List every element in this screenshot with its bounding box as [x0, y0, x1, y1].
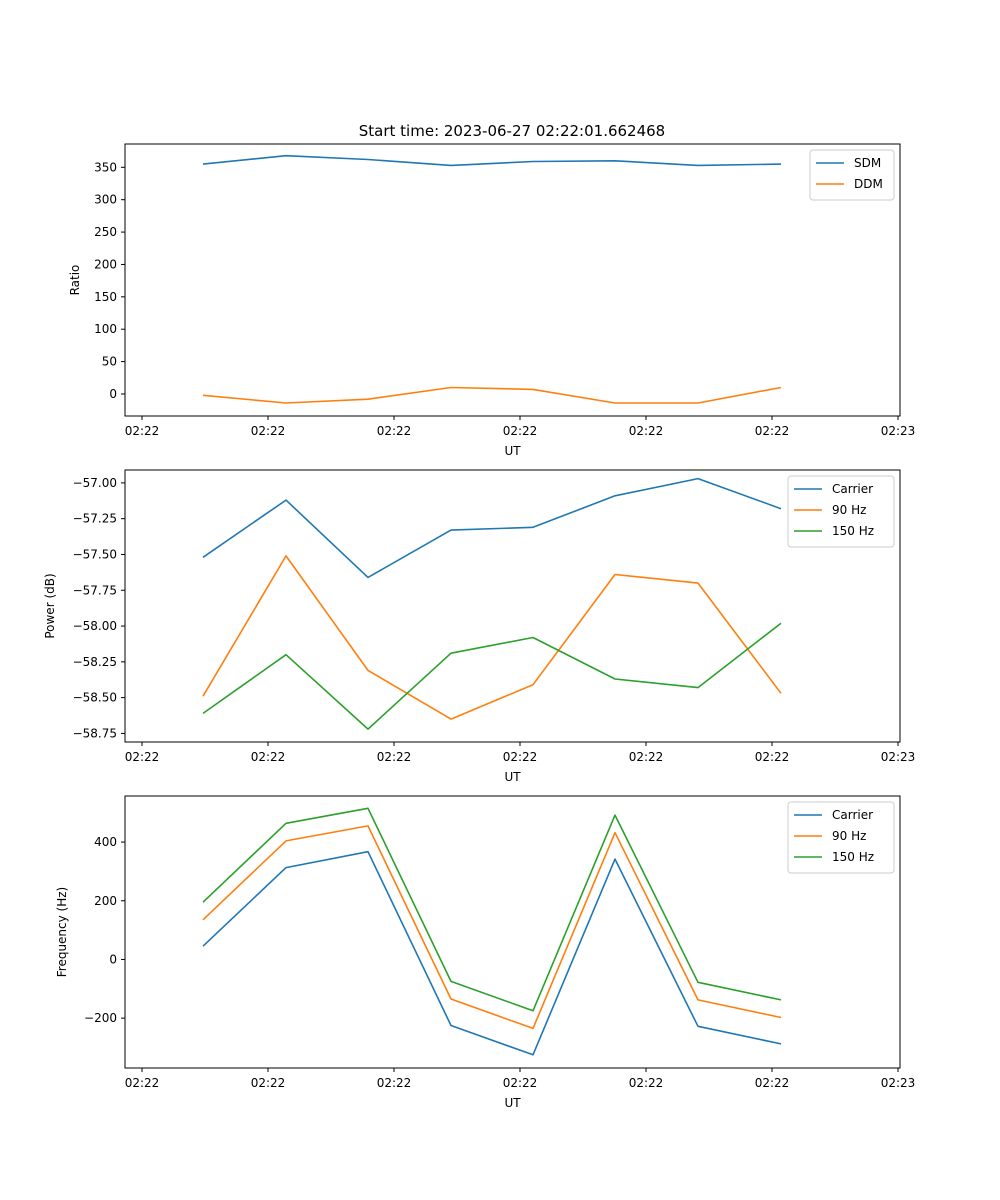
- x-tick-label: 02:22: [125, 750, 160, 764]
- x-tick-label: 02:22: [125, 1076, 160, 1090]
- y-axis-label: Power (dB): [43, 573, 57, 638]
- legend: SDM DDM: [809, 149, 895, 201]
- x-tick-label: 02:22: [251, 750, 286, 764]
- legend-label: Carrier: [832, 808, 873, 822]
- series-line-ddm: [202, 386, 782, 404]
- plot-area: [124, 795, 901, 1069]
- y-tick-label: 400: [94, 835, 117, 849]
- x-tick-label: 02:22: [503, 750, 538, 764]
- plot-area: [124, 143, 901, 417]
- legend-label: 150 Hz: [832, 524, 874, 538]
- plot-area: [124, 469, 901, 743]
- series-line-90-hz: [202, 555, 782, 720]
- y-tick-label: 200: [94, 257, 117, 271]
- y-tick-label: 250: [94, 225, 117, 239]
- y-axis-label: Ratio: [68, 265, 82, 296]
- x-tick-label: 02:22: [377, 750, 412, 764]
- x-tick-label: 02:23: [881, 750, 916, 764]
- x-axis-label: UT: [504, 770, 521, 784]
- legend-box: [787, 801, 895, 874]
- y-tick-label: −58.75: [73, 726, 117, 740]
- x-tick-label: 02:22: [629, 424, 664, 438]
- legend-box: [787, 475, 895, 548]
- series-line-sdm: [202, 154, 782, 167]
- subplot-1: 02:22 02:22 02:22 02:22 02:22 02:22 02:23 UT 0 50…: [68, 143, 916, 458]
- y-tick-label: −57.50: [73, 547, 117, 561]
- x-tick-label: 02:22: [251, 1076, 286, 1090]
- y-axis-label: Frequency (Hz): [55, 887, 69, 978]
- y-tick-label: 0: [109, 387, 117, 401]
- y-tick-label: 100: [94, 322, 117, 336]
- subplot-2: 02:22 02:22 02:22 02:22 02:22 02:22 02:23 UT −58…: [43, 469, 916, 784]
- subplot-3: 02:22 02:22 02:22 02:22 02:22 02:22 02:23 UT −20…: [55, 795, 916, 1110]
- series-line-carrier: [202, 477, 782, 579]
- legend-label: DDM: [854, 177, 883, 191]
- y-tick-label: 350: [94, 160, 117, 174]
- legend-label: SDM: [854, 156, 881, 170]
- y-tick-label: −58.25: [73, 655, 117, 669]
- y-tick-label: 300: [94, 193, 117, 207]
- y-tick-label: 50: [102, 355, 117, 369]
- legend-label: 90 Hz: [832, 503, 866, 517]
- x-tick-label: 02:22: [629, 1076, 664, 1090]
- y-tick-label: −58.00: [73, 619, 117, 633]
- legend-label: 90 Hz: [832, 829, 866, 843]
- x-tick-label: 02:22: [377, 1076, 412, 1090]
- x-tick-label: 02:23: [881, 424, 916, 438]
- x-tick-label: 02:22: [755, 1076, 790, 1090]
- x-axis-label: UT: [504, 444, 521, 458]
- legend: Carrier 90 Hz 150 Hz: [787, 475, 895, 548]
- y-tick-label: 200: [94, 894, 117, 908]
- x-tick-label: 02:22: [755, 424, 790, 438]
- series-line-carrier: [202, 850, 782, 1056]
- x-tick-label: 02:22: [503, 424, 538, 438]
- x-tick-label: 02:22: [251, 424, 286, 438]
- legend-label: 150 Hz: [832, 850, 874, 864]
- series-line-90-hz: [202, 825, 782, 1030]
- x-tick-label: 02:22: [629, 750, 664, 764]
- x-tick-label: 02:23: [881, 1076, 916, 1090]
- y-tick-label: −57.00: [73, 476, 117, 490]
- y-tick-label: −200: [84, 1011, 117, 1025]
- y-tick-label: −58.50: [73, 691, 117, 705]
- y-tick-label: 150: [94, 290, 117, 304]
- figure-title: Start time: 2023-06-27 02:22:01.662468: [359, 122, 665, 140]
- y-tick-label: 0: [109, 952, 117, 966]
- legend: Carrier 90 Hz 150 Hz: [787, 801, 895, 874]
- series-line-150-hz: [202, 622, 782, 730]
- legend-label: Carrier: [832, 482, 873, 496]
- x-tick-label: 02:22: [503, 1076, 538, 1090]
- x-axis-label: UT: [504, 1096, 521, 1110]
- series-line-150-hz: [202, 807, 782, 1012]
- x-tick-label: 02:22: [377, 424, 412, 438]
- x-tick-label: 02:22: [125, 424, 160, 438]
- legend-box: [809, 149, 895, 201]
- y-tick-label: −57.25: [73, 512, 117, 526]
- x-tick-label: 02:22: [755, 750, 790, 764]
- y-tick-label: −57.75: [73, 583, 117, 597]
